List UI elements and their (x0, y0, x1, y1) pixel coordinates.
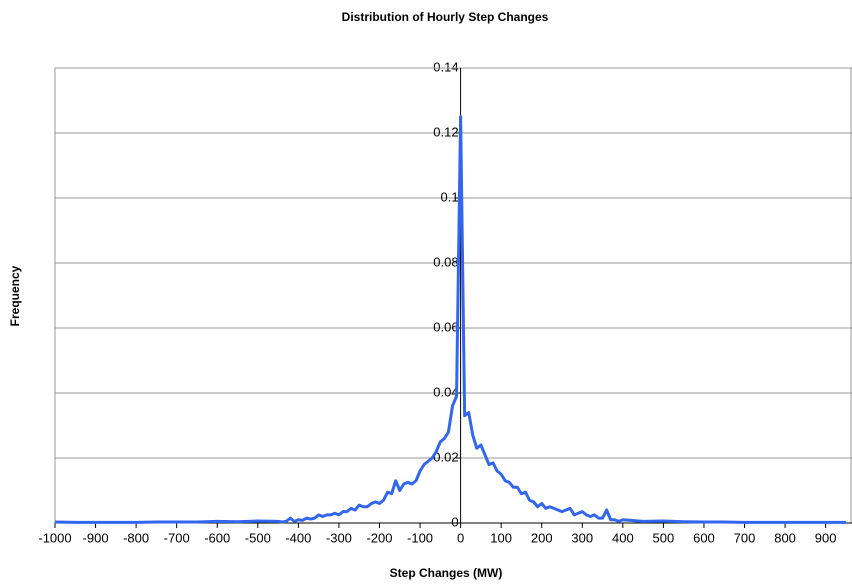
x-tick-label: 300 (571, 530, 593, 545)
y-tick-label: 0.12 (433, 124, 458, 139)
x-tick-label: -900 (83, 530, 109, 545)
x-tick-label: 200 (531, 530, 553, 545)
y-tick-label: 0.1 (441, 189, 459, 204)
x-tick-label: 700 (734, 530, 756, 545)
x-tick-label: -700 (164, 530, 190, 545)
y-tick-label: 0.04 (433, 384, 458, 399)
x-tick-label: 0 (457, 530, 464, 545)
x-tick-label: 400 (612, 530, 634, 545)
x-tick-label: -800 (123, 530, 149, 545)
chart-title: Distribution of Hourly Step Changes (342, 10, 549, 24)
data-line (54, 115, 846, 524)
y-axis-label: Frequency (8, 265, 22, 326)
x-tick-label: -500 (245, 530, 271, 545)
x-tick-label: 600 (693, 530, 715, 545)
x-tick-label: -400 (285, 530, 311, 545)
y-tick-label: 0.08 (433, 254, 458, 269)
x-tick-label: -100 (407, 530, 433, 545)
x-tick-label: -600 (204, 530, 230, 545)
x-tick-label: 900 (815, 530, 837, 545)
x-tick-label: -1000 (38, 530, 71, 545)
y-tick-label: 0 (451, 514, 458, 529)
x-tick-label: 800 (774, 530, 796, 545)
y-tick-label: 0.02 (433, 449, 458, 464)
y-tick-label: 0.06 (433, 319, 458, 334)
x-tick-label: 100 (490, 530, 512, 545)
x-axis-label: Step Changes (MW) (390, 566, 503, 580)
x-tick-label: 500 (653, 530, 675, 545)
y-tick-label: 0.14 (433, 59, 458, 74)
x-tick-label: -300 (326, 530, 352, 545)
x-tick-label: -200 (366, 530, 392, 545)
